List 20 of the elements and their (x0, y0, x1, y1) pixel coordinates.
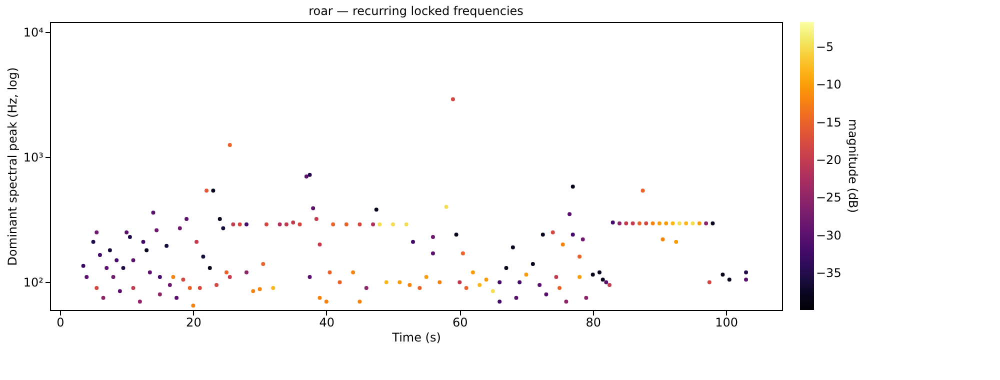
x-tick-label: 100 (715, 316, 738, 330)
y-axis-title: Dominant spectral peak (Hz, log) (5, 67, 20, 266)
x-tick-label: 20 (186, 316, 202, 330)
color-bar-label: −10 (816, 78, 842, 92)
color-bar-label: −30 (816, 228, 842, 242)
color-bar-label: −5 (816, 40, 834, 54)
x-tick-label: 80 (586, 316, 601, 330)
x-tick-label: 0 (56, 316, 64, 330)
y-tick-label: 10² (23, 276, 44, 290)
color-bar-label: −15 (816, 115, 842, 130)
y-tick-label: 10³ (23, 150, 44, 165)
color-bar-title: magnitude (dB) (846, 119, 860, 213)
chart-title: roar — recurring locked frequencies (308, 4, 524, 18)
x-tick-label: 60 (452, 316, 468, 330)
color-bar-label: −20 (816, 152, 842, 167)
x-axis-title: Time (s) (391, 330, 441, 344)
x-tick-label: 40 (319, 316, 335, 330)
y-tick-label: 10⁴ (23, 25, 44, 40)
color-bar-label: −25 (816, 190, 842, 205)
color-bar-label: −35 (816, 266, 842, 280)
